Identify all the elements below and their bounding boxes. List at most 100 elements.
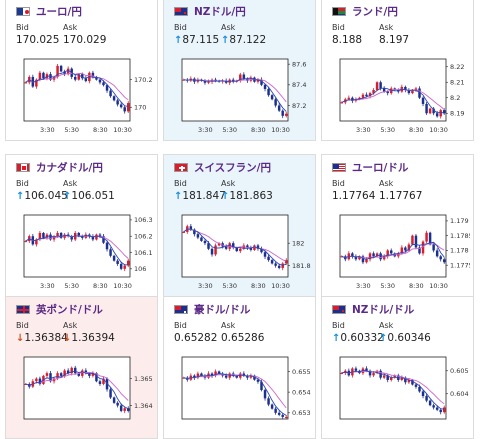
price-chart[interactable]: 106.3 106.2 106.1 106 3:30 5:30 8:30 10:30 [16, 209, 154, 295]
price-chart[interactable]: 0.655 0.654 0.653 [174, 351, 312, 437]
candle [284, 416, 288, 418]
candle [439, 409, 442, 413]
candle [109, 90, 112, 97]
bid-value: ↓1.36384 [16, 332, 68, 344]
candle [425, 396, 428, 401]
candle [231, 243, 235, 248]
price-chart[interactable]: 170.2 170 3:30 5:30 8:30 10:30 [16, 53, 154, 139]
candle [112, 255, 116, 261]
candle [109, 389, 112, 398]
candle [389, 250, 393, 254]
pair-title[interactable]: NZドル/円 [174, 4, 246, 18]
candle [256, 79, 260, 82]
rate-card[interactable]: スイスフラン/円 Bid Ask ↑181.847 ↑181.863 182 181.8 3:… [163, 154, 316, 297]
pair-name[interactable]: ユーロ/円 [36, 5, 82, 18]
candle [242, 373, 246, 376]
y-tick-label: 106.1 [134, 249, 153, 257]
candle [274, 99, 277, 106]
rate-card[interactable]: カナダドル/円 Bid Ask ↑106.045 ↑106.051 106.3 106.2 1… [5, 154, 158, 297]
candle [35, 239, 38, 245]
pair-name[interactable]: ランド/円 [352, 5, 398, 18]
pair-name[interactable]: 豪ドル/ドル [194, 303, 251, 316]
moving-average-line [341, 241, 445, 260]
candle [217, 243, 221, 246]
candle [235, 247, 239, 252]
candle [119, 104, 123, 108]
pair-title[interactable]: 英ポンド/ドル [16, 302, 103, 316]
x-tick-label: 5:30 [380, 282, 395, 290]
candle [432, 108, 435, 114]
pair-title[interactable]: ランド/円 [332, 4, 398, 18]
y-tick-label: 106.2 [134, 233, 153, 241]
pair-title[interactable]: 豪ドル/ドル [174, 302, 250, 316]
price-chart[interactable]: 1.179 1.1785 1.178 1.1775 3:30 5:30 8:30 10:30 [332, 209, 470, 295]
pair-name[interactable]: 英ポンド/ドル [36, 303, 103, 316]
x-tick-label: 3:30 [356, 126, 371, 134]
candle [207, 373, 210, 378]
y-tick-label: 170.2 [134, 76, 153, 84]
rate-card[interactable]: ユーロ/ドルBidAsk1.177641.177671.1791.17851.1… [321, 154, 474, 297]
candlestick-chart: 182 181.8 3:30 5:30 8:30 10:30 [181, 214, 311, 290]
candle [239, 248, 242, 252]
candle [42, 232, 45, 238]
candle [73, 367, 77, 374]
bid-value: ↑0.60332 [332, 332, 384, 344]
price-chart[interactable]: 1.365 1.364 [16, 351, 154, 437]
candle [421, 97, 425, 104]
candle [281, 110, 284, 116]
pair-name[interactable]: カナダドル/円 [36, 161, 103, 174]
rate-card[interactable]: NZドル/円 Bid Ask ↑87.115 ↑87.122 87.6 87.4 87.2 3:… [163, 0, 316, 141]
pair-title[interactable]: NZドル/ドル [332, 302, 414, 316]
candle [253, 375, 256, 380]
pair-title[interactable]: スイスフラン/円 [174, 160, 271, 174]
candle [351, 253, 354, 257]
pair-name[interactable]: NZドル/円 [194, 5, 246, 18]
candle [102, 236, 105, 243]
price-chart[interactable]: 8.22 8.21 8.2 8.19 3:30 5:30 8:30 10:30 [332, 53, 470, 139]
candle [281, 263, 284, 268]
pair-name[interactable]: NZドル/ドル [352, 303, 415, 316]
y-tick-label: 1.364 [134, 402, 153, 410]
candle [59, 65, 63, 72]
candle [435, 407, 439, 410]
rate-card[interactable]: NZドル/ドル Bid Ask ↑0.60332 ↑0.60346 0.605 0.604 [321, 296, 474, 439]
pair-name[interactable]: ユーロ/ドル [352, 161, 409, 174]
candlestick-chart: 0.605 0.604 [339, 356, 469, 420]
ask-price: 106.051 [71, 190, 115, 202]
arrow-up-icon: ↑ [221, 191, 230, 202]
eu-japan-flag-icon [16, 6, 30, 16]
candle [418, 247, 421, 254]
rate-card[interactable]: ランド/円 Bid Ask 8.188 8.197 8.22 8.21 8.2 8.19 3:30… [321, 0, 474, 141]
candle [24, 241, 28, 243]
candle [38, 72, 42, 80]
candle [260, 79, 263, 85]
candle [182, 377, 186, 379]
x-tick-label: 10:30 [113, 282, 132, 290]
candle [267, 398, 270, 405]
pair-title[interactable]: カナダドル/円 [16, 160, 103, 174]
rate-card[interactable]: 英ポンド/ドル Bid Ask ↓1.36384 ↓1.36394 1.365 1.364 [5, 296, 158, 439]
pair-title[interactable]: ユーロ/ドル [332, 160, 408, 174]
moving-average-line [183, 373, 287, 416]
y-tick-label: 8.19 [450, 110, 464, 118]
candlestick-chart: 1.365 1.364 [23, 356, 153, 420]
ask-label: Ask [221, 321, 236, 330]
pair-name[interactable]: スイスフラン/円 [194, 161, 272, 174]
candle [95, 373, 98, 382]
rate-card[interactable]: ユーロ/円 Bid Ask 170.025 170.029 170.2 170 3:30 5:3… [5, 0, 158, 141]
ask-label: Ask [379, 179, 394, 188]
price-chart[interactable]: 182 181.8 3:30 5:30 8:30 10:30 [174, 209, 312, 295]
candle [81, 74, 84, 79]
arrow-up-icon: ↑ [174, 191, 183, 202]
candle [407, 379, 411, 383]
ask-value: 0.65286 [221, 332, 264, 344]
pair-title[interactable]: ユーロ/円 [16, 4, 82, 18]
price-chart[interactable]: 0.605 0.604 [332, 351, 470, 437]
candle [116, 260, 119, 264]
candle [361, 256, 365, 263]
price-chart[interactable]: 87.6 87.4 87.2 3:30 5:30 8:30 10:30 [174, 53, 312, 139]
candle [365, 94, 368, 97]
candle [70, 236, 73, 240]
nz-flag-icon [332, 304, 346, 314]
rate-card[interactable]: 豪ドル/ドル Bid Ask 0.65282 0.65286 0.655 0.654 0.65… [163, 296, 316, 439]
